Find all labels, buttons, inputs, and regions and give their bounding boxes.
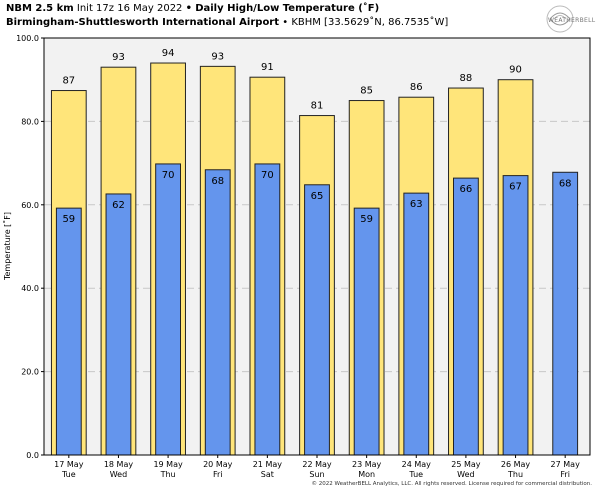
x-tick-day-3: Fri <box>213 470 223 479</box>
chart-title: Daily High/Low Temperature (˚F) <box>195 3 380 14</box>
plot-frame <box>43 37 591 456</box>
y-tick-label-60: 60.0 <box>21 201 39 210</box>
high-value-label-1: 93 <box>112 52 125 63</box>
high-value-label-3: 93 <box>211 51 224 62</box>
low-value-label-8: 66 <box>460 184 473 195</box>
high-value-label-2: 94 <box>162 48 175 59</box>
x-tick-date-9: 26 May <box>501 460 531 469</box>
x-tick-day-5: Sun <box>309 470 324 479</box>
low-value-label-0: 59 <box>62 214 75 225</box>
x-tick-day-6: Mon <box>358 470 375 479</box>
low-value-label-10: 68 <box>559 178 572 189</box>
x-tick-date-3: 20 May <box>203 460 233 469</box>
high-value-label-4: 91 <box>261 62 274 73</box>
low-bar-0 <box>55 207 82 456</box>
high-value-label-9: 90 <box>509 65 522 76</box>
chart-header-line1: NBM 2.5 km Init 17z 16 May 2022 • Daily … <box>6 3 379 14</box>
header-bullet-2: • <box>282 17 289 28</box>
low-bar-2 <box>155 163 182 456</box>
footer-copyright: © 2022 WeatherBELL Analytics, LLC. All r… <box>311 481 592 487</box>
low-bar-4 <box>254 163 281 456</box>
low-value-label-7: 63 <box>410 199 423 210</box>
low-bar-8 <box>453 177 479 456</box>
low-value-label-9: 67 <box>509 182 522 193</box>
x-tick-date-7: 24 May <box>402 460 432 469</box>
x-tick-date-8: 25 May <box>451 460 481 469</box>
station-code: KBHM [33.5629˚N, 86.7535˚W] <box>291 17 449 28</box>
low-bar-3 <box>204 169 231 456</box>
low-bar-7 <box>403 192 430 456</box>
x-tick-day-9: Thu <box>507 470 523 479</box>
low-bar-5 <box>304 184 330 456</box>
high-value-label-0: 87 <box>62 76 75 87</box>
y-tick-label-0: 0.0 <box>26 451 39 460</box>
y-tick-label-100: 100.0 <box>16 34 39 43</box>
y-axis-label: Temperature [˚F] <box>2 212 12 281</box>
low-bar-6 <box>353 207 380 456</box>
x-tick-date-10: 27 May <box>551 460 581 469</box>
x-tick-day-1: Wed <box>110 470 127 479</box>
x-tick-day-7: Tue <box>408 470 423 479</box>
low-bar-10 <box>552 171 579 456</box>
high-value-label-5: 81 <box>311 101 324 112</box>
swirl-logo-icon <box>546 5 574 33</box>
high-value-label-8: 88 <box>460 73 473 84</box>
chart-header-line2: Birmingham-Shuttlesworth International A… <box>6 17 448 28</box>
x-tick-date-0: 17 May <box>54 460 84 469</box>
logo-text: WEATHERBELL <box>548 17 596 24</box>
low-value-label-1: 62 <box>112 200 125 211</box>
low-value-label-6: 59 <box>360 214 373 225</box>
x-tick-day-10: Fri <box>560 470 570 479</box>
x-tick-day-2: Thu <box>160 470 176 479</box>
low-value-label-3: 68 <box>211 176 224 187</box>
x-tick-date-5: 22 May <box>302 460 332 469</box>
y-tick-label-40: 40.0 <box>21 284 39 293</box>
x-tick-date-6: 23 May <box>352 460 382 469</box>
x-tick-date-4: 21 May <box>253 460 283 469</box>
low-value-label-4: 70 <box>261 170 274 181</box>
x-tick-day-0: Tue <box>61 470 76 479</box>
x-tick-day-4: Sat <box>261 470 274 479</box>
y-tick-label-20: 20.0 <box>21 368 39 377</box>
init-time: Init 17z 16 May 2022 <box>76 3 183 14</box>
low-bar-9 <box>502 175 529 456</box>
y-tick-label-80: 80.0 <box>21 117 39 126</box>
header-bullet: • <box>185 3 193 14</box>
low-bar-1 <box>105 193 132 456</box>
model-name: NBM 2.5 km <box>6 3 74 14</box>
x-tick-day-8: Wed <box>457 470 474 479</box>
station-name: Birmingham-Shuttlesworth International A… <box>6 17 280 28</box>
x-tick-date-1: 18 May <box>104 460 134 469</box>
low-value-label-2: 70 <box>162 170 175 181</box>
high-value-label-7: 86 <box>410 82 423 93</box>
low-value-label-5: 65 <box>311 191 324 202</box>
high-value-label-6: 85 <box>360 86 373 97</box>
x-tick-date-2: 19 May <box>153 460 183 469</box>
